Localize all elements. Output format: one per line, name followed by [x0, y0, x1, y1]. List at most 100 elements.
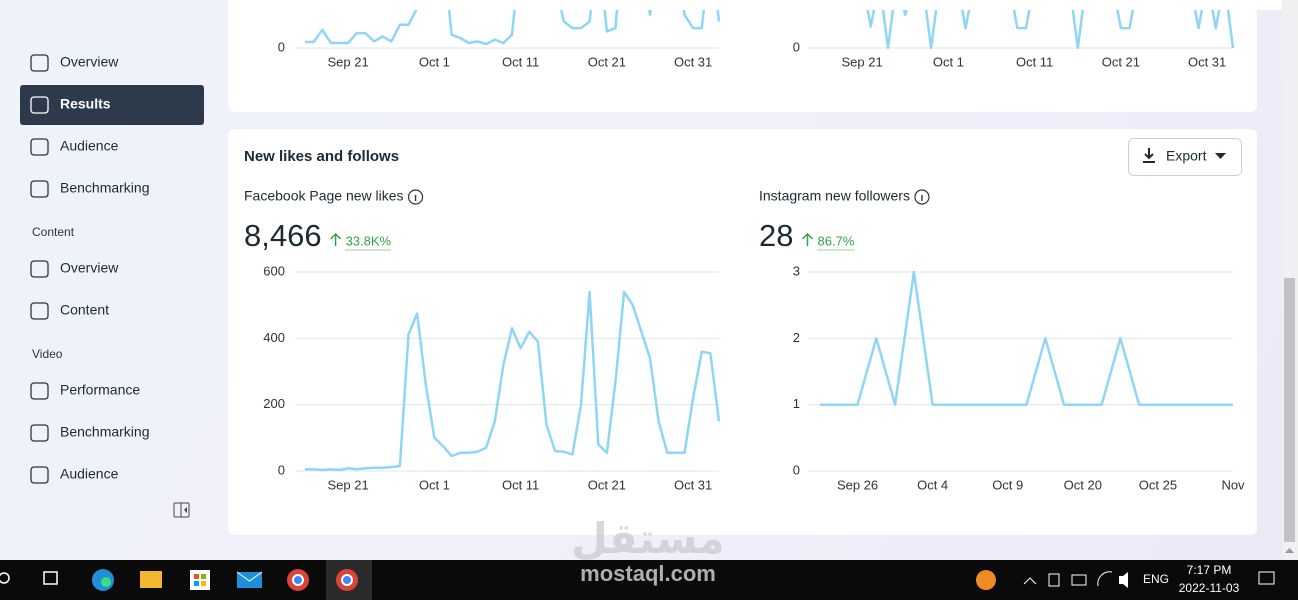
- watermark-latin: mostaql.com: [580, 561, 716, 586]
- y-tick-label: 400: [263, 330, 285, 345]
- nav-item[interactable]: Content: [30, 302, 109, 320]
- x-tick-label: Oct 4: [917, 477, 948, 492]
- section-heading: Content: [32, 225, 75, 239]
- y-tick-label: 0: [278, 39, 285, 54]
- active-nav: [20, 85, 204, 125]
- nav-icon: [30, 466, 49, 484]
- nav-item[interactable]: Benchmarking: [30, 424, 150, 442]
- watermark-arabic: مستقل: [571, 515, 725, 562]
- language[interactable]: ENG: [1143, 572, 1169, 586]
- section-heading: Video: [32, 347, 63, 361]
- x-tick-label: Oct 25: [1139, 477, 1177, 492]
- info-icon: [407, 189, 424, 205]
- x-tick-label: Oct 9: [992, 477, 1023, 492]
- y-tick-label: 200: [263, 396, 285, 411]
- nav-icon: [30, 424, 49, 442]
- clock-time[interactable]: 7:17 PM: [1187, 563, 1232, 577]
- icon-shape: [30, 260, 49, 278]
- nav-label: Content: [60, 302, 109, 318]
- taskbar-icons[interactable]: [0, 560, 1275, 600]
- icon-shape: [30, 96, 49, 114]
- nav-icon: [30, 96, 49, 114]
- info-icon: [914, 189, 930, 205]
- x-tick-label: Sep 21: [328, 54, 369, 69]
- data-line: [866, 10, 1235, 50]
- top-card: [228, 0, 1257, 112]
- nav-icon: [30, 180, 49, 198]
- nav-item[interactable]: Overview: [30, 260, 119, 278]
- x-tick-label: Oct 11: [502, 477, 539, 492]
- card-title: New likes and follows: [244, 148, 399, 165]
- scroll-thumb[interactable]: [1284, 278, 1295, 542]
- data-line: [820, 270, 1233, 406]
- nav-label: Results: [60, 96, 111, 112]
- icon-shape: [30, 54, 49, 72]
- nav-icon: [30, 382, 49, 400]
- change-metric: 86.7%: [817, 233, 854, 248]
- nav-icon: [30, 138, 49, 156]
- nav-icon: [30, 260, 49, 278]
- nav-icon: [30, 54, 49, 72]
- headline-metric: 28: [759, 218, 793, 253]
- change-metric: 33.8K%: [346, 233, 392, 248]
- card: [228, 129, 1257, 535]
- y-tick-label: 3: [793, 263, 800, 278]
- taskbar: [0, 560, 1298, 600]
- collapse-icon[interactable]: [173, 502, 190, 518]
- icon-shape: [30, 466, 49, 484]
- nav-item[interactable]: Audience: [30, 466, 119, 484]
- x-tick-label: Oct 31: [674, 477, 712, 492]
- icon-shape: [30, 138, 49, 156]
- y-tick-label: 1: [793, 396, 800, 411]
- up-arrow: [801, 232, 814, 246]
- x-tick-label: Oct 11: [502, 54, 539, 69]
- nav-item[interactable]: Results: [30, 96, 111, 114]
- nav-label: Performance: [60, 382, 140, 398]
- x-tick-label: Oct 31: [1188, 54, 1226, 69]
- icon-shape: [30, 424, 49, 442]
- chart-title: Facebook Page new likes: [244, 188, 404, 204]
- x-tick-label: Oct 1: [933, 54, 964, 69]
- nav-label: Benchmarking: [60, 180, 150, 196]
- x-tick-label: Oct 21: [588, 477, 626, 492]
- y-tick-label: 2: [793, 330, 800, 345]
- top-bar: [228, 0, 1282, 10]
- x-tick-label: Sep 26: [837, 477, 878, 492]
- export-button[interactable]: Export: [1128, 138, 1242, 176]
- icon-shape: [30, 180, 49, 198]
- chart: Facebook Page new likes 8,466 33.8K% 0 200 40…: [244, 188, 721, 492]
- clock-date[interactable]: 2022-11-03: [1179, 581, 1240, 595]
- sidebar: Overview Results Audience Benchmarking Conte…: [30, 54, 150, 484]
- chart: 0 Sep 21 Oct 1 Oct 11 Oct 21 Oct 31: [793, 10, 1235, 69]
- y-tick-label: 0: [793, 39, 800, 54]
- nav-item[interactable]: Performance: [30, 382, 140, 400]
- nav-item[interactable]: Benchmarking: [30, 180, 150, 198]
- x-tick-label: Oct 31: [674, 54, 712, 69]
- y-tick-label: 0: [793, 462, 800, 477]
- x-tick-label: Oct 1: [419, 477, 450, 492]
- y-tick-label: 600: [263, 263, 285, 278]
- nav-item[interactable]: Overview: [30, 54, 119, 72]
- x-tick-label: Oct 1: [419, 54, 450, 69]
- x-tick-label: Sep 21: [842, 54, 883, 69]
- icon-shape: [30, 302, 49, 320]
- icon-shape: [30, 382, 49, 400]
- chart: 0 Sep 21 Oct 1 Oct 11 Oct 21 Oct 31: [278, 10, 721, 69]
- nav-item[interactable]: Audience: [30, 138, 119, 156]
- headline-metric: 8,466: [244, 218, 322, 253]
- x-tick-label: Oct 21: [1102, 54, 1140, 69]
- nav-label: Audience: [60, 466, 119, 482]
- chart: Instagram new followers 28 86.7% 0 1 2 3 Sep 26…: [759, 188, 1245, 493]
- data-line: [305, 290, 721, 472]
- x-tick-label: Sep 21: [328, 477, 369, 492]
- up-arrow: [330, 232, 342, 246]
- x-tick-label: Oct 11: [1016, 54, 1053, 69]
- x-tick-label: Oct 20: [1064, 477, 1102, 492]
- y-tick-label: 0: [278, 462, 285, 477]
- nav-label: Overview: [60, 54, 119, 70]
- export-label: Export: [1166, 148, 1207, 164]
- nav-icon: [30, 302, 49, 320]
- nav-label: Benchmarking: [60, 424, 150, 440]
